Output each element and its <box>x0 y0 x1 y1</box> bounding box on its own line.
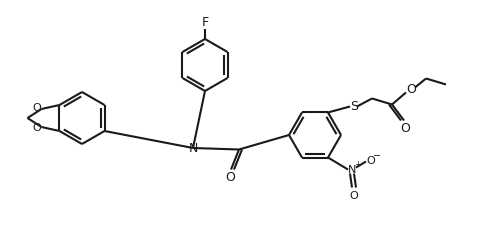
Text: O: O <box>406 83 416 96</box>
Text: O: O <box>366 156 375 165</box>
Text: −: − <box>373 151 381 160</box>
Text: S: S <box>350 100 358 113</box>
Text: N: N <box>188 142 198 155</box>
Text: N: N <box>348 164 356 174</box>
Text: O: O <box>349 190 358 201</box>
Text: O: O <box>32 123 41 133</box>
Text: +: + <box>355 160 362 169</box>
Text: F: F <box>202 16 208 29</box>
Text: O: O <box>400 122 410 135</box>
Text: O: O <box>32 103 41 113</box>
Text: O: O <box>225 171 235 184</box>
